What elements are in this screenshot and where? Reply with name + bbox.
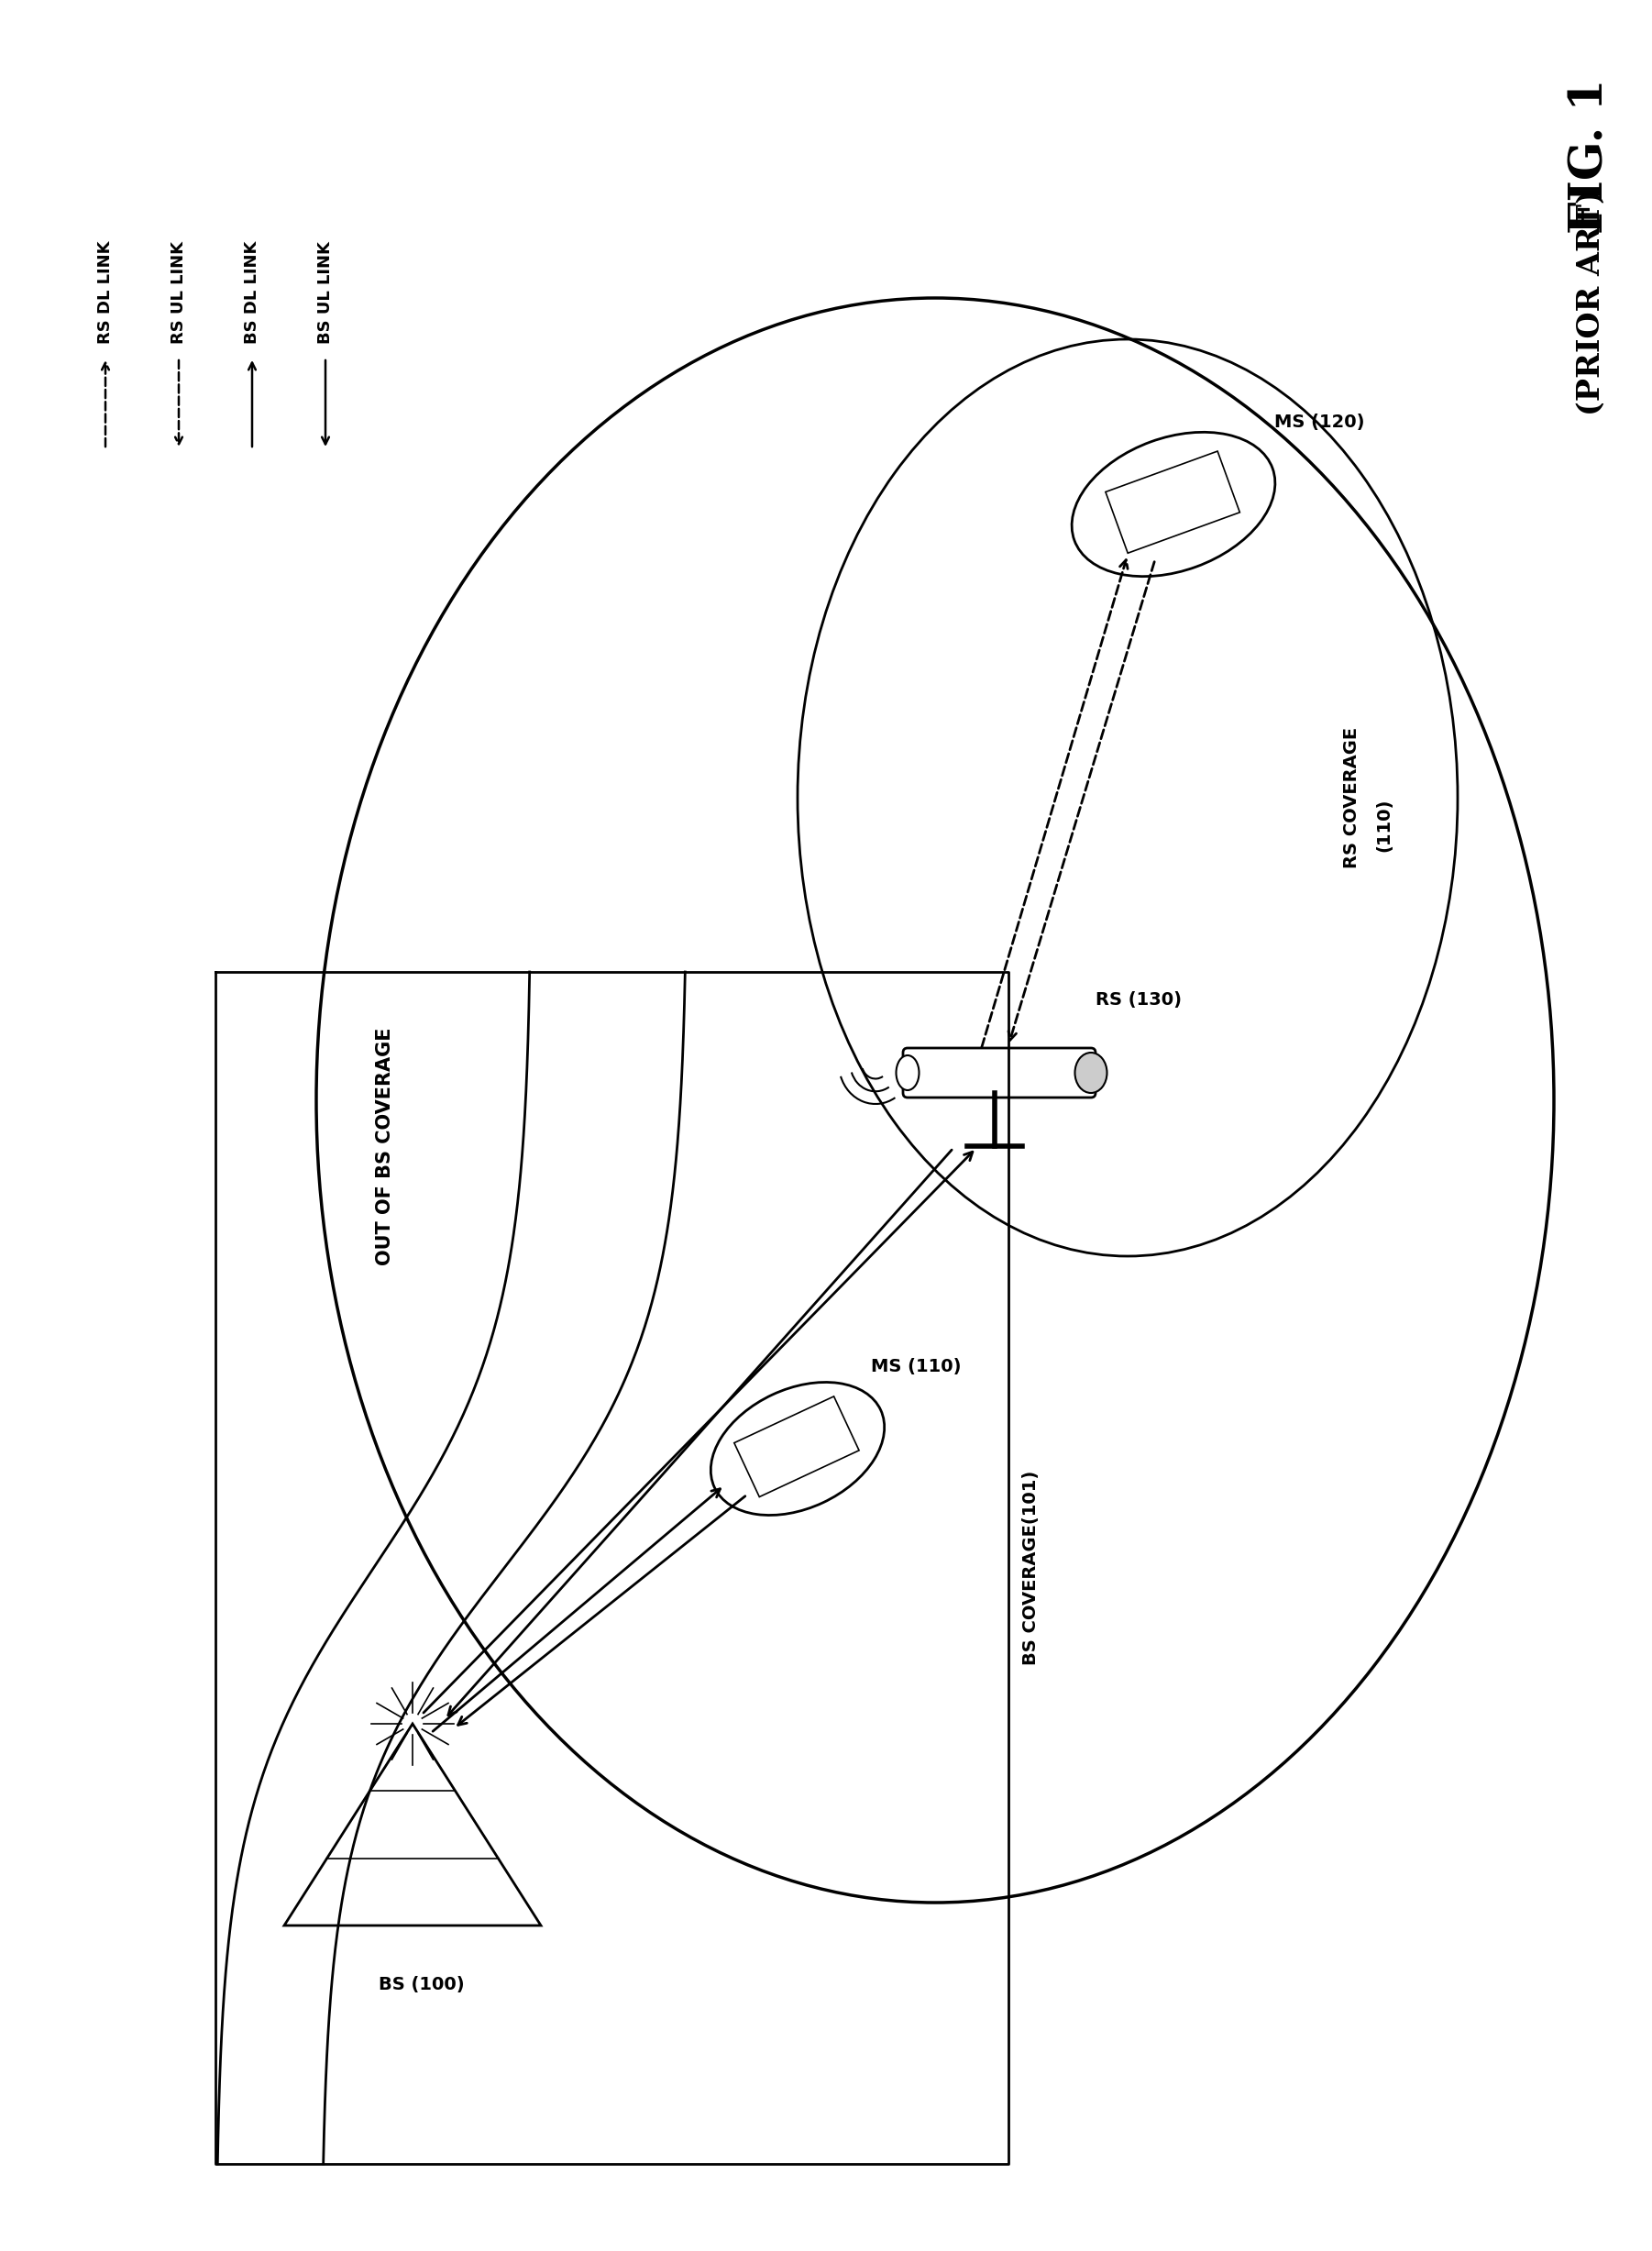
FancyBboxPatch shape [904,1049,1095,1098]
Text: BS UL LINK: BS UL LINK [317,241,334,344]
Text: BS COVERAGE(101): BS COVERAGE(101) [1023,1470,1039,1666]
Text: RS COVERAGE: RS COVERAGE [1343,727,1361,869]
Ellipse shape [1075,1053,1107,1094]
Text: RS DL LINK: RS DL LINK [97,241,114,344]
Text: BS (100): BS (100) [378,1976,464,1994]
Text: RS (130): RS (130) [1095,990,1181,1008]
Text: OUT OF BS COVERAGE: OUT OF BS COVERAGE [377,1026,395,1265]
Text: RS UL LINK: RS UL LINK [170,241,187,344]
Text: (110): (110) [1376,799,1393,851]
Text: FIG. 1: FIG. 1 [1568,79,1612,234]
Text: MS (110): MS (110) [871,1357,961,1375]
Text: MS (120): MS (120) [1274,414,1365,430]
Ellipse shape [895,1056,919,1089]
Text: BS DL LINK: BS DL LINK [244,241,261,344]
Text: (PRIOR ART): (PRIOR ART) [1576,189,1606,416]
